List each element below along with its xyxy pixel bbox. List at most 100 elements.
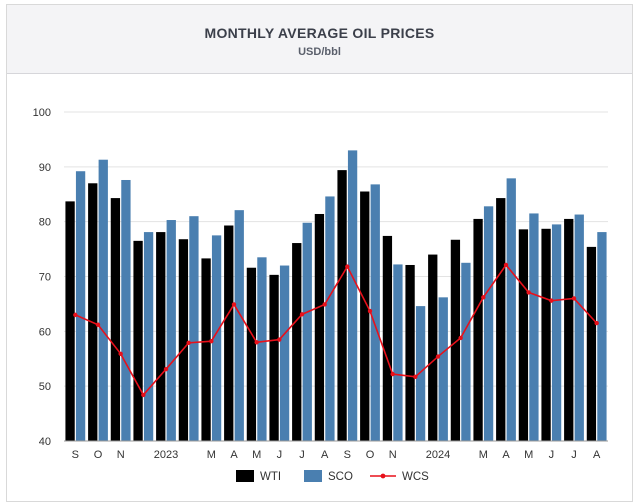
x-tick-label: J — [571, 449, 577, 461]
wti-bar[interactable] — [586, 246, 597, 441]
sco-bar[interactable] — [393, 264, 403, 441]
sco-bar[interactable] — [211, 235, 222, 441]
x-tick-label: O — [94, 449, 103, 461]
x-tick-label: A — [230, 449, 238, 461]
sco-bar[interactable] — [189, 216, 199, 441]
wcs-point[interactable] — [594, 320, 599, 326]
chart-header: MONTHLY AVERAGE OIL PRICES USD/bbl — [7, 5, 632, 74]
legend-wti-swatch — [236, 470, 254, 482]
sco-bar[interactable] — [461, 262, 471, 441]
wti-bar[interactable] — [473, 218, 483, 441]
wti-bar[interactable] — [246, 267, 257, 441]
x-tick-label: A — [593, 449, 601, 461]
wcs-point[interactable] — [186, 340, 191, 346]
sco-bar[interactable] — [121, 179, 131, 441]
x-tick-label: M — [252, 449, 261, 461]
wti-bar[interactable] — [292, 243, 302, 441]
wcs-point[interactable] — [254, 340, 259, 345]
sco-bar[interactable] — [347, 150, 358, 441]
sco-bar[interactable] — [257, 257, 267, 441]
wti-bar[interactable] — [224, 225, 234, 441]
wcs-point[interactable] — [481, 295, 486, 300]
chart-subtitle: USD/bbl — [298, 46, 341, 58]
wti-bar[interactable] — [156, 232, 166, 441]
sco-bar[interactable] — [438, 297, 448, 441]
sco-bar[interactable] — [325, 196, 335, 441]
sco-bar[interactable] — [143, 232, 154, 441]
wti-bar[interactable] — [65, 201, 75, 441]
wti-bar[interactable] — [178, 239, 189, 441]
x-tick-label: J — [299, 449, 305, 461]
wti-bar[interactable] — [337, 170, 347, 441]
wti-bar[interactable] — [405, 264, 415, 441]
wti-bar[interactable] — [88, 183, 98, 442]
wcs-point[interactable] — [95, 322, 101, 327]
wti-bar[interactable] — [428, 254, 438, 441]
x-tick-label: M — [207, 449, 216, 461]
sco-bar[interactable] — [279, 265, 290, 441]
sco-bar[interactable] — [551, 224, 562, 441]
wti-bar[interactable] — [314, 213, 325, 441]
x-tick-label: N — [117, 449, 125, 461]
wcs-point[interactable] — [141, 392, 146, 398]
x-tick-label: N — [389, 449, 397, 461]
wcs-series-line — [75, 263, 598, 397]
x-tick-label: S — [72, 449, 79, 461]
legend-wti-label[interactable]: WTI — [260, 471, 281, 483]
x-tick-label: S — [344, 449, 351, 461]
wti-bar[interactable] — [450, 239, 461, 441]
sco-bar[interactable] — [166, 220, 176, 441]
wti-bar[interactable] — [201, 258, 211, 441]
wcs-point[interactable] — [118, 351, 123, 357]
sco-bar[interactable] — [98, 159, 108, 441]
wti-bar[interactable] — [133, 240, 143, 441]
sco-bar[interactable] — [234, 210, 244, 441]
wcs-point[interactable] — [413, 374, 418, 380]
sco-bar[interactable] — [483, 206, 494, 441]
wti-bar[interactable] — [269, 274, 279, 441]
wti-bar[interactable] — [110, 198, 121, 441]
wcs-point[interactable] — [209, 339, 214, 344]
wti-bar[interactable] — [360, 191, 370, 441]
x-tick-label: A — [502, 449, 510, 461]
wcs-point[interactable] — [345, 264, 350, 269]
x-tick-label: 2024 — [426, 449, 450, 461]
wti-bar[interactable] — [496, 198, 506, 441]
wcs-point[interactable] — [73, 312, 78, 318]
wcs-point[interactable] — [299, 312, 305, 317]
wti-bar[interactable] — [541, 228, 551, 441]
wcs-point[interactable] — [390, 371, 395, 377]
sco-bar[interactable] — [574, 214, 584, 441]
wcs-point[interactable] — [367, 308, 373, 314]
sco-bar[interactable] — [597, 232, 607, 441]
y-tick-label: 80 — [39, 217, 51, 229]
wti-bar[interactable] — [564, 218, 574, 441]
legend-wcs-marker — [380, 473, 386, 479]
sco-bar[interactable] — [75, 171, 86, 441]
legend-sco-label[interactable]: SCO — [328, 471, 353, 483]
legend-wcs-label[interactable]: WCS — [402, 471, 429, 483]
chart-title: MONTHLY AVERAGE OIL PRICES — [204, 25, 435, 41]
wcs-point[interactable] — [163, 366, 169, 372]
wcs-point[interactable] — [549, 298, 554, 303]
x-tick-label: A — [321, 449, 329, 461]
y-tick-label: 40 — [39, 436, 51, 448]
x-tick-label: O — [366, 449, 375, 461]
wcs-point[interactable] — [435, 354, 441, 359]
wcs-point[interactable] — [277, 337, 282, 342]
wcs-point[interactable] — [526, 290, 531, 295]
sco-bar[interactable] — [370, 184, 380, 441]
sco-bar[interactable] — [529, 213, 539, 441]
wti-bar[interactable] — [518, 229, 529, 441]
wcs-point[interactable] — [571, 296, 577, 301]
wcs-point[interactable] — [322, 302, 327, 307]
sco-bar[interactable] — [415, 306, 426, 441]
sco-bar[interactable] — [506, 178, 516, 441]
x-tick-label: J — [277, 449, 283, 461]
wcs-point[interactable] — [503, 262, 509, 268]
sco-bar[interactable] — [302, 222, 312, 441]
wcs-point[interactable] — [458, 335, 463, 341]
wcs-point[interactable] — [231, 302, 237, 307]
wti-bar[interactable] — [382, 235, 393, 441]
